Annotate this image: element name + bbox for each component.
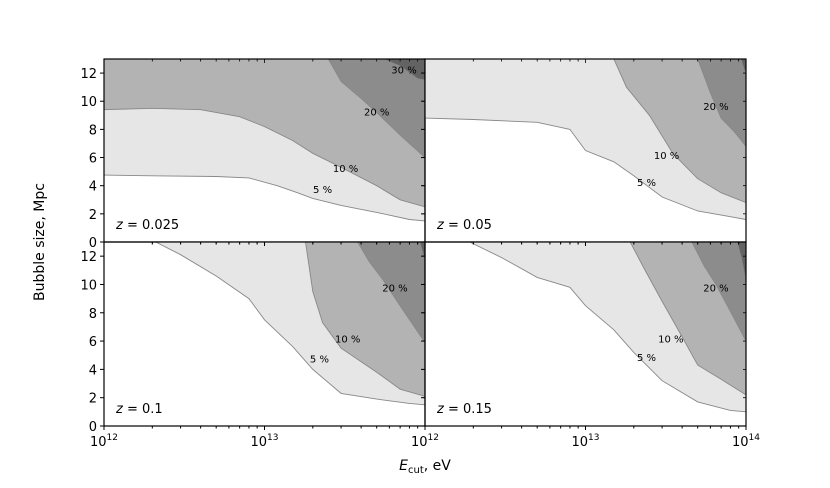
redshift-label: z = 0.025 bbox=[115, 218, 179, 233]
x-tick-base: 10 bbox=[732, 435, 749, 450]
panel-4: 5 %10 % 20 % z = 0.15 bbox=[424, 241, 747, 427]
panel-1: 5 %10 % 20 % 30 % z = 0.025 bbox=[103, 58, 426, 243]
x-tick-exponent: 12 bbox=[107, 433, 118, 443]
contour-region-30-percent bbox=[737, 242, 746, 282]
x-tick-label: 1013 bbox=[572, 433, 600, 450]
contour-label: 10 % bbox=[333, 164, 358, 175]
contour-line bbox=[305, 242, 425, 397]
contour-line bbox=[736, 242, 746, 282]
contour-line bbox=[357, 242, 425, 343]
x-axis-label-unit: , eV bbox=[424, 458, 452, 474]
redshift-symbol: z bbox=[436, 218, 445, 233]
contour-regions bbox=[155, 242, 425, 406]
contour-line bbox=[740, 59, 746, 74]
x-tick-exponent: 14 bbox=[749, 433, 761, 443]
contour-label: 10 % bbox=[658, 335, 683, 346]
contour-region-10-percent bbox=[104, 59, 425, 207]
contour-line bbox=[691, 242, 746, 342]
y-tick-label: 4 bbox=[89, 180, 97, 195]
x-tick-exponent: 13 bbox=[588, 433, 599, 443]
y-tick-label: 10 bbox=[80, 278, 97, 293]
x-axis-label: Ecut, eV bbox=[399, 458, 451, 476]
contour-line bbox=[697, 59, 746, 147]
contour-line bbox=[328, 59, 425, 158]
x-tick-label: 1014 bbox=[732, 433, 760, 450]
contour-line bbox=[629, 242, 746, 396]
contour-region-20-percent bbox=[328, 59, 425, 158]
x-tick-label: 1012 bbox=[411, 433, 439, 450]
redshift-label: z = 0.1 bbox=[115, 402, 163, 417]
redshift-symbol: z bbox=[436, 402, 445, 417]
contour-regions bbox=[104, 59, 425, 222]
contour-line bbox=[613, 59, 746, 204]
redshift-label: z = 0.15 bbox=[436, 402, 492, 417]
x-tick-exponent: 12 bbox=[428, 433, 439, 443]
contour-label: 5 % bbox=[637, 178, 656, 189]
contour-label: 5 % bbox=[637, 353, 656, 364]
contour-line bbox=[155, 242, 425, 406]
redshift-label: z = 0.05 bbox=[436, 218, 492, 233]
contour-label: 10 % bbox=[654, 151, 679, 162]
contour-label: 30 % bbox=[391, 65, 416, 76]
y-tick-label: 8 bbox=[89, 307, 97, 322]
y-tick-label: 8 bbox=[89, 123, 97, 138]
panel-2: 5 % 10 % 20 % z = 0.05 bbox=[424, 58, 747, 243]
x-axis-label-symbol: E bbox=[399, 458, 408, 474]
x-tick-label: 1013 bbox=[251, 433, 279, 450]
redshift-symbol: z bbox=[115, 402, 124, 417]
y-tick-label: 10 bbox=[80, 95, 97, 110]
contour-line bbox=[425, 117, 746, 220]
y-tick-label: 6 bbox=[89, 152, 97, 167]
y-tick-label: 6 bbox=[89, 335, 97, 350]
y-tick-label: 2 bbox=[89, 392, 97, 407]
contour-line bbox=[469, 242, 746, 413]
contour-region-30-percent bbox=[383, 59, 425, 81]
y-tick-label: 4 bbox=[89, 363, 97, 378]
x-tick-base: 10 bbox=[411, 435, 428, 450]
contour-line bbox=[104, 107, 425, 208]
contour-label: 20 % bbox=[703, 284, 728, 295]
y-tick-label: 12 bbox=[80, 67, 97, 82]
y-tick-label: 0 bbox=[89, 236, 97, 251]
contour-label: 5 % bbox=[310, 354, 329, 365]
x-axis-label-subscript: cut bbox=[408, 465, 424, 476]
y-tick-label: 12 bbox=[80, 250, 97, 265]
contour-region-20-percent bbox=[697, 59, 746, 147]
contour-label: 20 % bbox=[703, 102, 728, 113]
x-tick-base: 10 bbox=[90, 435, 107, 450]
contour-line bbox=[383, 59, 425, 81]
redshift-symbol: z bbox=[115, 218, 124, 233]
contour-region-20-percent bbox=[691, 242, 746, 342]
contour-label: 20 % bbox=[382, 284, 407, 295]
contour-region-30-percent bbox=[419, 242, 425, 262]
redshift-value: = 0.05 bbox=[444, 218, 492, 233]
panel-3: 5 % 10 % 20 % z = 0.1 bbox=[103, 241, 426, 427]
contour-label: 10 % bbox=[335, 335, 360, 346]
contour-label: 20 % bbox=[364, 107, 389, 118]
contour-regions bbox=[469, 242, 746, 413]
x-tick-base: 10 bbox=[251, 435, 268, 450]
redshift-value: = 0.1 bbox=[123, 402, 163, 417]
contour-label: 5 % bbox=[313, 185, 332, 196]
redshift-value: = 0.15 bbox=[444, 402, 492, 417]
y-tick-label: 2 bbox=[89, 208, 97, 223]
x-tick-exponent: 13 bbox=[267, 433, 278, 443]
contour-regions bbox=[425, 59, 746, 220]
x-tick-label: 1012 bbox=[90, 433, 118, 450]
contour-line bbox=[104, 174, 425, 222]
redshift-value: = 0.025 bbox=[123, 218, 179, 233]
x-tick-base: 10 bbox=[572, 435, 589, 450]
y-tick-label: 0 bbox=[89, 420, 97, 435]
y-axis-label: Bubble size, Mpc bbox=[32, 183, 48, 301]
